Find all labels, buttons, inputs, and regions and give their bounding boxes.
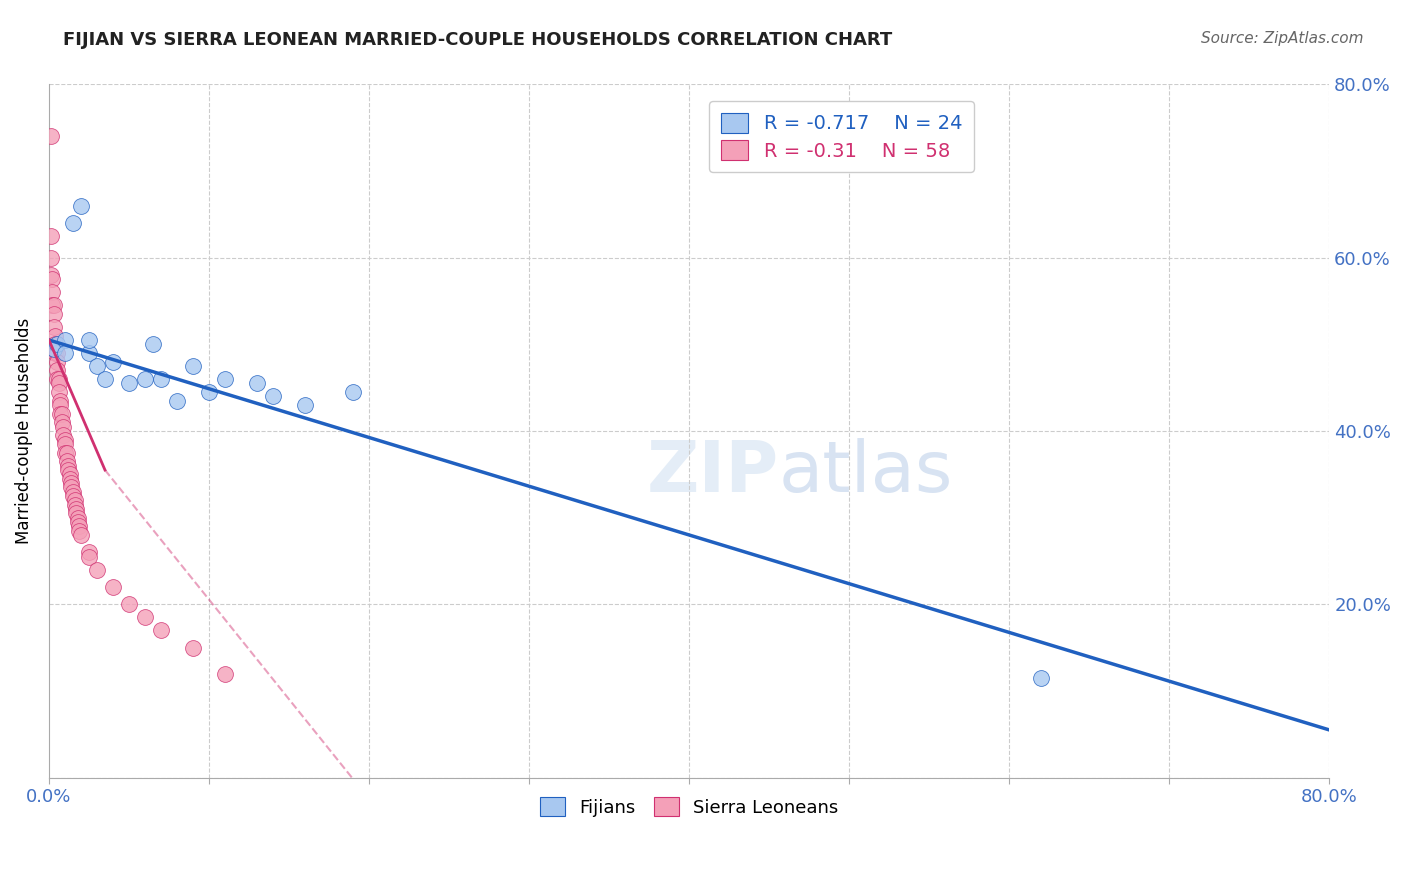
Point bbox=[214, 666, 236, 681]
Point bbox=[56, 458, 79, 473]
Point bbox=[49, 398, 72, 412]
Point bbox=[39, 129, 62, 144]
Point bbox=[342, 384, 364, 399]
Point bbox=[48, 372, 70, 386]
Point bbox=[246, 376, 269, 391]
Point bbox=[77, 545, 100, 559]
Point bbox=[46, 363, 69, 377]
Point bbox=[53, 346, 76, 360]
Point bbox=[55, 454, 77, 468]
Point bbox=[53, 433, 76, 447]
Point bbox=[181, 359, 204, 373]
Point bbox=[53, 445, 76, 459]
Point bbox=[262, 389, 284, 403]
Point bbox=[49, 407, 72, 421]
Point bbox=[60, 480, 83, 494]
Point bbox=[66, 515, 89, 529]
Point bbox=[44, 328, 66, 343]
Point bbox=[46, 337, 69, 351]
Point bbox=[44, 337, 66, 351]
Point bbox=[63, 493, 86, 508]
Text: FIJIAN VS SIERRA LEONEAN MARRIED-COUPLE HOUSEHOLDS CORRELATION CHART: FIJIAN VS SIERRA LEONEAN MARRIED-COUPLE … bbox=[63, 31, 893, 49]
Point bbox=[55, 445, 77, 459]
Point bbox=[86, 563, 108, 577]
Point bbox=[41, 298, 63, 312]
Point bbox=[42, 298, 65, 312]
Point bbox=[53, 437, 76, 451]
Point bbox=[59, 467, 82, 482]
Point bbox=[118, 597, 141, 611]
Point bbox=[46, 372, 69, 386]
Point bbox=[48, 376, 70, 391]
Point bbox=[86, 359, 108, 373]
Point bbox=[46, 346, 69, 360]
Point bbox=[181, 640, 204, 655]
Point bbox=[77, 333, 100, 347]
Point bbox=[52, 419, 75, 434]
Point bbox=[52, 428, 75, 442]
Point bbox=[70, 528, 93, 542]
Point bbox=[51, 407, 73, 421]
Point bbox=[39, 268, 62, 282]
Point bbox=[77, 346, 100, 360]
Point bbox=[67, 524, 90, 538]
Point bbox=[101, 580, 124, 594]
Point bbox=[150, 624, 173, 638]
Point bbox=[94, 372, 117, 386]
Point bbox=[62, 216, 84, 230]
Point bbox=[49, 393, 72, 408]
Point bbox=[51, 415, 73, 429]
Point bbox=[48, 384, 70, 399]
Point bbox=[42, 320, 65, 334]
Point bbox=[67, 519, 90, 533]
Y-axis label: Married-couple Households: Married-couple Households bbox=[15, 318, 32, 544]
Point bbox=[44, 346, 66, 360]
Point bbox=[1031, 671, 1053, 685]
Point bbox=[65, 506, 87, 520]
Point bbox=[150, 372, 173, 386]
Point bbox=[60, 475, 83, 490]
Point bbox=[198, 384, 221, 399]
Point bbox=[62, 489, 84, 503]
Point bbox=[294, 398, 316, 412]
Point bbox=[59, 472, 82, 486]
Point bbox=[77, 549, 100, 564]
Point bbox=[63, 498, 86, 512]
Point bbox=[42, 307, 65, 321]
Point bbox=[66, 510, 89, 524]
Point bbox=[70, 199, 93, 213]
Point bbox=[65, 502, 87, 516]
Point bbox=[134, 372, 156, 386]
Point bbox=[101, 354, 124, 368]
Point bbox=[166, 393, 188, 408]
Point bbox=[142, 337, 165, 351]
Point bbox=[41, 285, 63, 300]
Text: ZIP: ZIP bbox=[647, 438, 779, 507]
Legend: Fijians, Sierra Leoneans: Fijians, Sierra Leoneans bbox=[533, 790, 846, 824]
Point bbox=[53, 333, 76, 347]
Point bbox=[118, 376, 141, 391]
Point bbox=[41, 272, 63, 286]
Point bbox=[134, 610, 156, 624]
Point bbox=[62, 484, 84, 499]
Point bbox=[56, 463, 79, 477]
Point bbox=[46, 354, 69, 368]
Text: Source: ZipAtlas.com: Source: ZipAtlas.com bbox=[1201, 31, 1364, 46]
Text: atlas: atlas bbox=[779, 438, 953, 507]
Point bbox=[214, 372, 236, 386]
Point bbox=[39, 229, 62, 244]
Point bbox=[39, 251, 62, 265]
Point bbox=[42, 342, 65, 356]
